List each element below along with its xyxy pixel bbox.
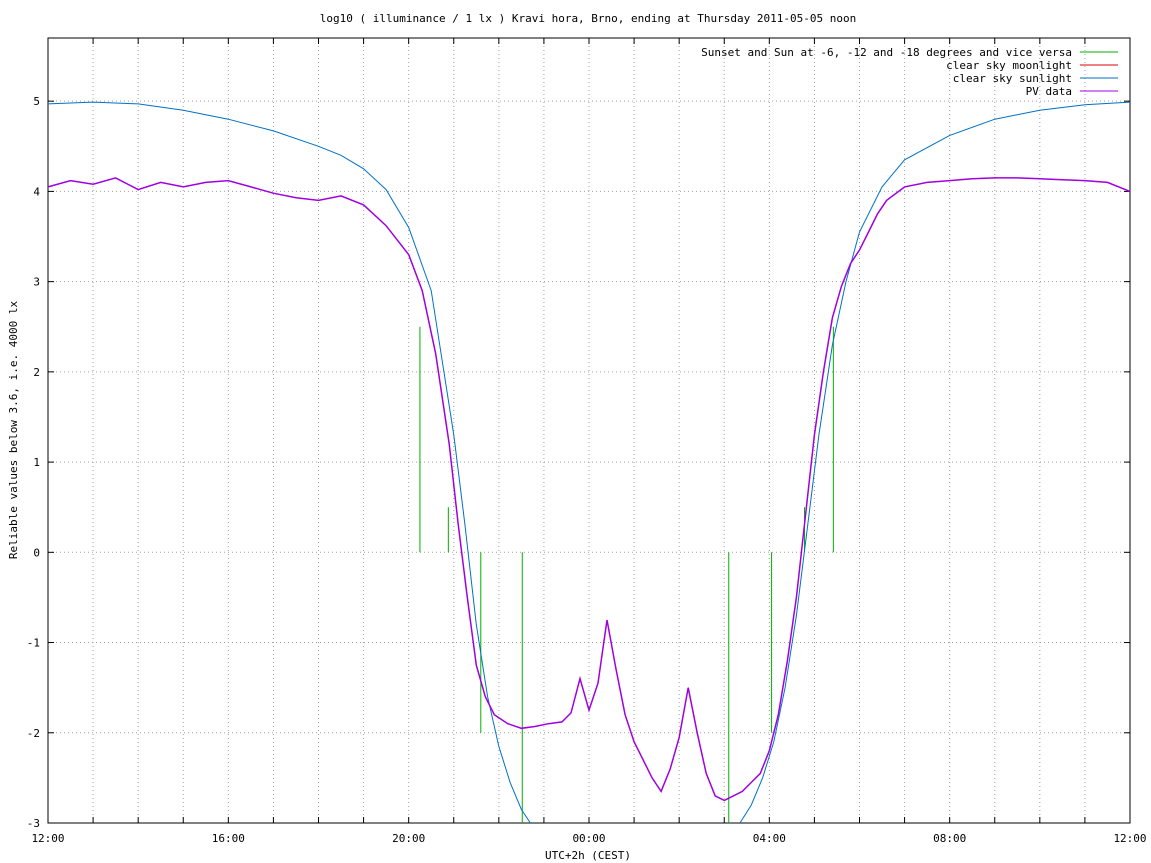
y-tick-label: 0 — [33, 546, 40, 559]
chart-title: log10 ( illuminance / 1 lx ) Kravi hora,… — [320, 12, 856, 25]
series-line-sun — [47, 101, 531, 824]
y-tick-label: 5 — [33, 95, 40, 108]
x-tick-label: 16:00 — [212, 832, 245, 845]
grid — [48, 38, 1130, 823]
x-tick-label: 12:00 — [31, 832, 64, 845]
legend-label: Sunset and Sun at -6, -12 and -18 degree… — [701, 46, 1072, 59]
y-tick-label: -1 — [27, 637, 40, 650]
legend-label: PV data — [1026, 85, 1072, 98]
x-tick-label: 12:00 — [1113, 832, 1146, 845]
x-tick-label: 04:00 — [753, 832, 786, 845]
series-line-sun — [739, 101, 1131, 824]
y-axis: -3 -2 -1 0 1 2 3 4 5 — [27, 95, 1130, 830]
x-tick-label: 08:00 — [933, 832, 966, 845]
y-axis-label: Reliable values below 3.6, i.e. 4000 lx — [7, 300, 20, 559]
y-tick-label: 1 — [33, 456, 40, 469]
legend-label: clear sky moonlight — [946, 59, 1072, 72]
x-tick-label: 20:00 — [392, 832, 425, 845]
series-lines — [47, 101, 1131, 824]
y-tick-label: 3 — [33, 276, 40, 289]
y-tick-label: 2 — [33, 366, 40, 379]
series-line-pv — [47, 177, 1131, 802]
y-tick-label: 4 — [33, 185, 40, 198]
legend: Sunset and Sun at -6, -12 and -18 degree… — [701, 46, 1118, 98]
y-tick-label: -3 — [27, 817, 40, 830]
x-tick-label: 00:00 — [572, 832, 605, 845]
legend-label: clear sky sunlight — [953, 72, 1072, 85]
x-axis: 12:00 16:00 20:00 00:00 04:00 08:00 12:00 — [31, 38, 1147, 845]
x-axis-label: UTC+2h (CEST) — [545, 849, 631, 862]
y-tick-label: -2 — [27, 727, 40, 740]
